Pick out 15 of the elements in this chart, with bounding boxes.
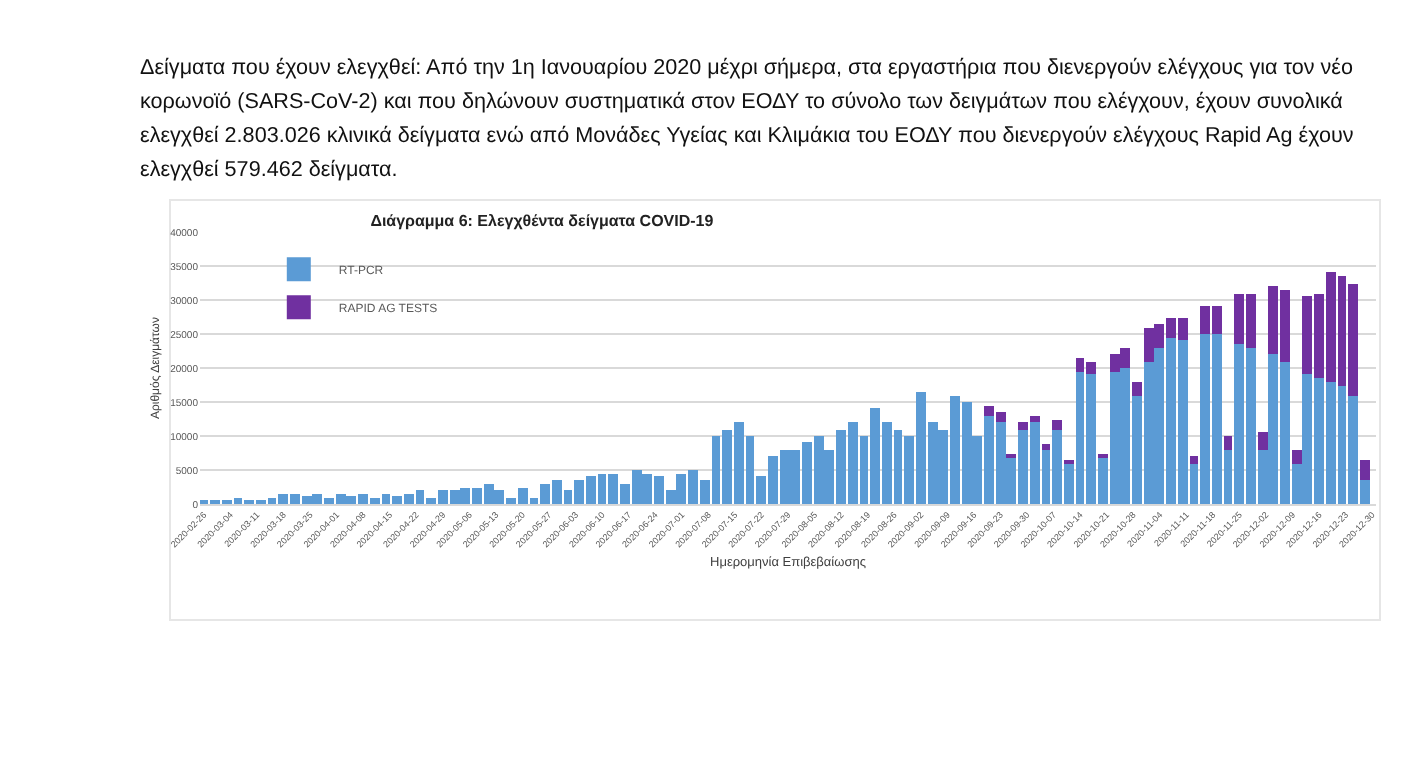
text: ελεγχθεί 2.803.026 κλινικά δείγματα ενώ από Μονάδες Υγείας και Κλιμάκια του ΕΟΔΥ που διενεργούν ελέγχους Rapid Ag έχουν <box>140 124 1354 148</box>
bar <box>1052 420 1062 430</box>
bar <box>1190 456 1198 464</box>
bar <box>1132 382 1142 396</box>
bar <box>1360 460 1370 480</box>
text: ελεγχθεί 579.462 δείγματα. <box>140 158 398 182</box>
bar <box>1292 450 1302 464</box>
bar <box>1018 422 1028 430</box>
bar <box>1258 432 1268 450</box>
bar <box>1030 416 1040 422</box>
text: Δείγματα που έχουν ελεγχθεί: Από την 1η Ιανουαρίου 2020 μέχρι σήμερα, στα εργαστήρια που διενεργούν ελέγχους για τον νέο <box>140 56 1353 80</box>
chart-title: Διάγραμμα 6: Ελεγχθέντα δείγματα COVID-19 <box>370 211 715 230</box>
bar <box>1042 444 1050 450</box>
bar <box>1224 436 1232 450</box>
text: κορωνοϊό (SARS-CoV-2) και που δηλώνουν συστηματικά στον ΕΟΔΥ το σύνολο των δειγμάτων που ελέγχουν, έχουν συνολικά <box>140 90 1343 114</box>
